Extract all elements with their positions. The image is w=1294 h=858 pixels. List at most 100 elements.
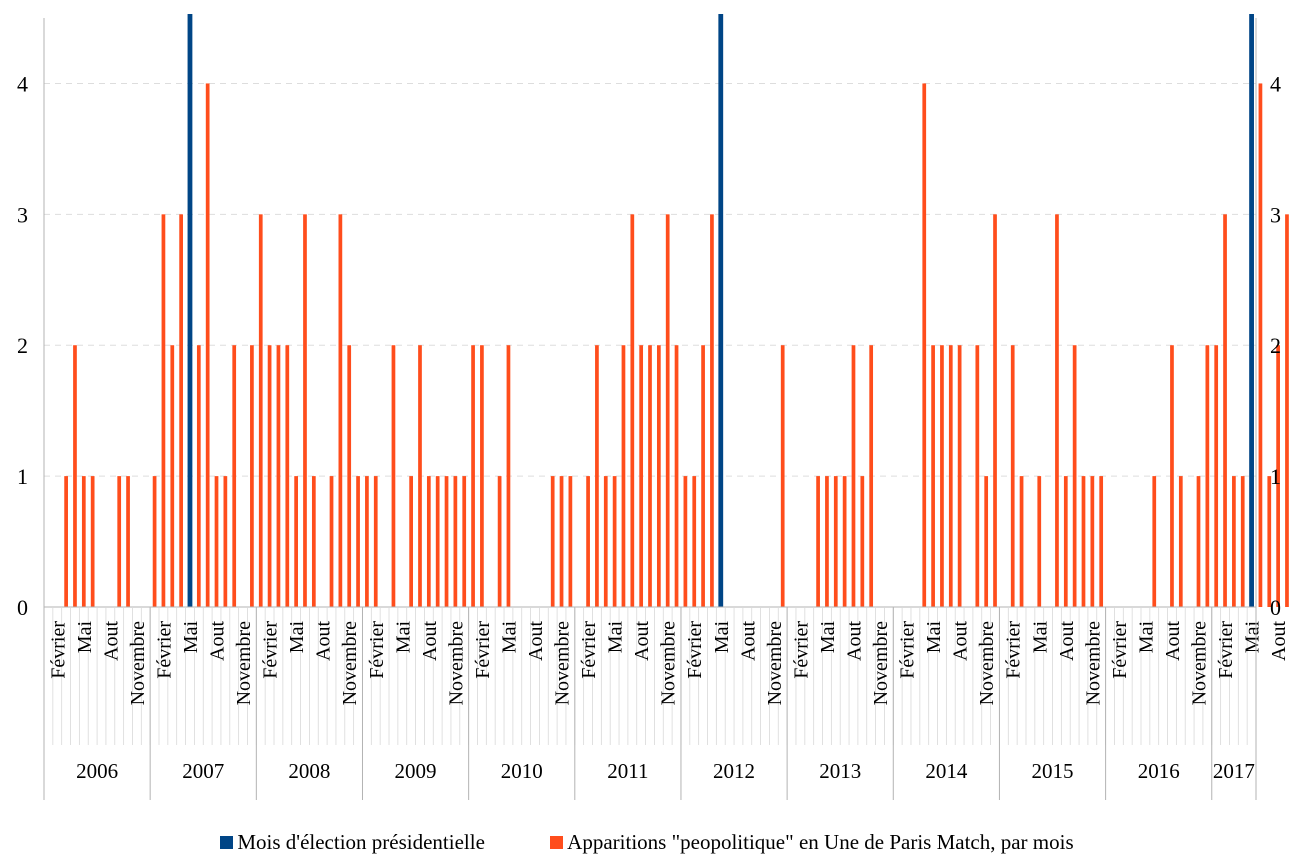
- x-month-label: Aout: [313, 621, 335, 661]
- x-month-label: Mai: [605, 621, 627, 654]
- bar: [426, 476, 431, 607]
- bar: [1055, 214, 1059, 607]
- bar: [984, 476, 989, 607]
- x-month-label: Mai: [1242, 621, 1264, 654]
- bar: [161, 214, 166, 607]
- bar: [550, 476, 555, 607]
- election-line-2012-05: [718, 14, 724, 607]
- bar: [506, 345, 511, 607]
- x-month-label: Février: [790, 621, 812, 679]
- x-year-label: 2017: [1213, 759, 1255, 783]
- x-month-label: Aout: [100, 621, 122, 661]
- bar: [1037, 476, 1042, 607]
- bar: [267, 345, 272, 607]
- x-month-label: Février: [47, 621, 69, 679]
- bar: [329, 476, 334, 607]
- x-month-label: Aout: [525, 621, 547, 661]
- x-month-label: Novembre: [658, 621, 680, 706]
- bar: [692, 476, 697, 607]
- bar: [1258, 83, 1263, 607]
- x-month-label: Février: [1109, 621, 1131, 679]
- x-year-label: 2016: [1138, 759, 1180, 783]
- x-month-label: Aout: [1056, 621, 1078, 661]
- x-month-label: Novembre: [1189, 621, 1211, 706]
- bar: [453, 476, 458, 607]
- y-tick-right-3: 3: [1270, 202, 1281, 227]
- x-month-label: Aout: [419, 621, 441, 661]
- bar: [842, 476, 847, 607]
- legend-label-election: Mois d'élection présidentielle: [237, 829, 485, 854]
- y-axis-right: 0 1 2 3 4: [1270, 71, 1281, 620]
- x-year-label: 2007: [182, 759, 224, 783]
- x-month-label: Février: [153, 621, 175, 679]
- bar: [497, 476, 502, 607]
- bar: [975, 345, 980, 607]
- bar: [957, 345, 962, 607]
- bar: [471, 345, 475, 607]
- x-month-label: Mai: [74, 621, 96, 654]
- x-month-label: Mai: [923, 621, 945, 654]
- bar: [851, 345, 856, 607]
- bar: [1232, 476, 1236, 607]
- x-month-label: Février: [578, 621, 600, 679]
- bar: [196, 345, 201, 607]
- bar: [73, 345, 77, 607]
- bar: [674, 345, 679, 607]
- bar: [931, 345, 935, 607]
- bar: [223, 476, 228, 607]
- bar: [276, 345, 281, 607]
- bar: [639, 345, 644, 607]
- x-month-label: Mai: [180, 621, 202, 654]
- bar: [612, 476, 617, 607]
- election-lines: [187, 14, 1254, 607]
- bar: [205, 83, 210, 607]
- bar: [117, 476, 122, 607]
- bar: [825, 476, 829, 607]
- bar: [656, 345, 661, 607]
- bar: [373, 476, 378, 607]
- x-month-label: Aout: [207, 621, 229, 661]
- bar: [993, 214, 997, 607]
- bar: [1285, 214, 1289, 607]
- bar: [1276, 345, 1280, 607]
- legend-swatch-peopolitique: [550, 835, 564, 849]
- bar: [1063, 476, 1068, 607]
- x-axis: Février Mai Aout Novembre Février Mai Aout Nove…: [43, 607, 1290, 800]
- bar: [81, 476, 86, 607]
- bar: [444, 476, 449, 607]
- x-month-label: Aout: [737, 621, 759, 661]
- x-year-label: 2015: [1032, 759, 1074, 783]
- x-month-label: Aout: [843, 621, 865, 661]
- legend-label-peopolitique: Apparitions "peopolitique" en Une de Par…: [567, 829, 1074, 854]
- x-month-label: Aout: [631, 621, 653, 661]
- bar: [568, 476, 573, 607]
- bar: [1196, 476, 1201, 607]
- y-axis-left: 0 1 2 3 4: [17, 71, 28, 620]
- bar: [665, 214, 670, 607]
- x-year-label: 2011: [607, 759, 648, 783]
- y-tick-left-2: 2: [17, 333, 28, 358]
- y-tick-right-0: 0: [1270, 595, 1281, 620]
- bar: [214, 476, 219, 607]
- bar: [1178, 476, 1183, 607]
- x-year-label: 2010: [501, 759, 543, 783]
- x-month-label: Novembre: [445, 621, 467, 706]
- x-month-label: Novembre: [127, 621, 149, 706]
- bar: [595, 345, 599, 607]
- bar: [480, 345, 484, 607]
- x-month-label: Novembre: [764, 621, 786, 706]
- y-tick-right-1: 1: [1270, 464, 1281, 489]
- x-month-label: Novembre: [976, 621, 998, 706]
- bar: [1214, 345, 1219, 607]
- bar: [1240, 476, 1245, 607]
- bar: [170, 345, 175, 607]
- legend-swatch-election: [220, 835, 234, 849]
- bar: [869, 345, 874, 607]
- bar: [391, 345, 396, 607]
- x-year-label: 2013: [819, 759, 861, 783]
- bar: [418, 345, 422, 607]
- x-month-label: Mai: [286, 621, 308, 654]
- bar: [64, 476, 68, 607]
- bar: [701, 345, 705, 607]
- x-year-label: 2012: [713, 759, 755, 783]
